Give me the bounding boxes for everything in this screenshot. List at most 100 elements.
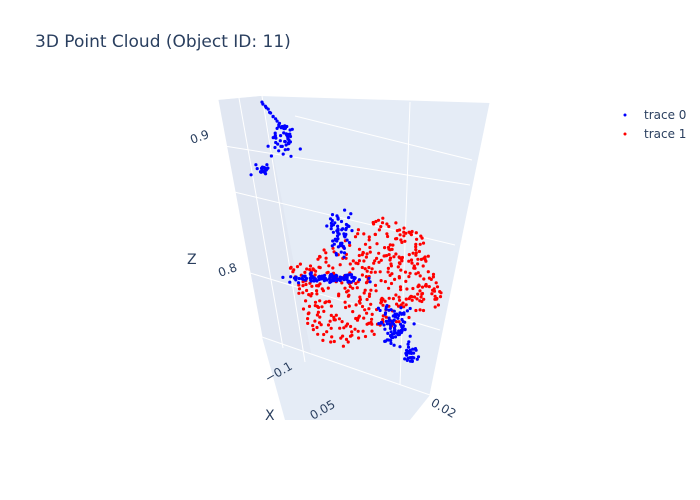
data-point-trace-1 [313, 300, 318, 304]
data-point-trace-0 [400, 317, 404, 322]
data-point-trace-1 [377, 260, 381, 264]
data-point-trace-0 [345, 238, 349, 242]
data-point-trace-1 [403, 239, 407, 243]
data-point-trace-1 [367, 235, 371, 239]
data-point-trace-0 [378, 308, 382, 313]
data-point-trace-1 [393, 277, 397, 281]
data-point-trace-0 [385, 322, 389, 326]
data-point-trace-1 [305, 267, 309, 271]
data-point-trace-1 [402, 234, 406, 238]
data-point-trace-0 [336, 224, 340, 228]
data-point-trace-1 [358, 297, 362, 302]
data-point-trace-1 [386, 234, 390, 239]
data-point-trace-1 [391, 297, 395, 301]
y-tick-0.02: 0.02 [429, 395, 459, 420]
data-point-trace-0 [288, 134, 293, 139]
data-point-trace-1 [318, 266, 322, 270]
data-point-trace-0 [408, 334, 412, 338]
data-point-trace-1 [324, 256, 328, 260]
data-point-trace-1 [311, 324, 315, 328]
data-point-trace-1 [315, 292, 319, 296]
data-point-trace-1 [383, 299, 387, 303]
z-tick-0.8: 0.8 [216, 260, 239, 280]
data-point-trace-1 [429, 277, 433, 281]
data-point-trace-1 [399, 288, 403, 292]
data-point-trace-1 [329, 313, 333, 317]
data-point-trace-1 [341, 344, 345, 348]
data-point-trace-1 [354, 281, 358, 286]
data-point-trace-1 [368, 245, 372, 250]
data-point-trace-1 [356, 329, 360, 333]
x-axis-label: X [265, 408, 275, 424]
data-point-trace-1 [341, 334, 345, 338]
data-point-trace-1 [424, 282, 428, 287]
data-point-trace-1 [313, 319, 317, 323]
legend[interactable]: trace 0 trace 1 [623, 108, 687, 141]
data-point-trace-0 [408, 306, 412, 311]
data-point-trace-1 [322, 248, 326, 252]
data-point-trace-1 [363, 334, 368, 339]
data-point-trace-0 [275, 119, 279, 123]
data-point-trace-1 [321, 289, 325, 293]
data-point-trace-1 [353, 327, 357, 331]
legend-label-trace-0[interactable]: trace 0 [644, 108, 686, 122]
left-wall [218, 96, 320, 400]
data-point-trace-1 [316, 283, 321, 287]
data-point-trace-1 [379, 258, 383, 262]
data-point-trace-1 [397, 295, 401, 299]
data-point-trace-0 [411, 347, 415, 351]
data-point-trace-1 [420, 236, 424, 240]
data-point-trace-1 [322, 332, 326, 337]
data-point-trace-1 [411, 286, 415, 291]
data-point-trace-1 [360, 273, 364, 277]
data-point-trace-1 [351, 267, 355, 271]
data-point-trace-0 [334, 251, 338, 255]
data-point-trace-0 [271, 115, 275, 119]
data-point-trace-1 [394, 252, 398, 256]
data-point-trace-1 [360, 253, 364, 257]
data-point-trace-1 [371, 220, 375, 225]
data-point-trace-1 [327, 264, 331, 268]
data-point-trace-1 [387, 253, 391, 257]
data-point-trace-1 [350, 330, 354, 334]
data-point-trace-1 [383, 280, 387, 284]
data-point-trace-1 [395, 237, 399, 241]
data-point-trace-0 [286, 147, 290, 151]
data-point-trace-1 [398, 233, 402, 237]
data-point-trace-0 [385, 338, 389, 342]
data-point-trace-1 [385, 222, 389, 226]
data-point-trace-0 [282, 131, 286, 135]
legend-label-trace-1[interactable]: trace 1 [644, 127, 686, 141]
data-point-trace-1 [381, 216, 385, 220]
data-point-trace-0 [325, 278, 329, 282]
data-point-trace-1 [365, 322, 369, 326]
data-point-trace-1 [431, 275, 435, 279]
data-point-trace-1 [315, 289, 319, 293]
data-point-trace-0 [353, 276, 357, 280]
data-point-trace-1 [388, 243, 392, 247]
z-tick-0.9: 0.9 [188, 127, 211, 147]
data-point-trace-1 [346, 340, 350, 344]
data-point-trace-1 [373, 232, 377, 236]
data-point-trace-1 [384, 254, 389, 258]
data-point-trace-1 [370, 312, 374, 316]
data-point-trace-0 [387, 319, 391, 323]
data-point-trace-1 [409, 233, 413, 237]
data-point-trace-1 [337, 317, 341, 321]
data-point-trace-0 [402, 312, 406, 316]
data-point-trace-1 [398, 256, 402, 260]
data-point-trace-0 [286, 137, 290, 141]
data-point-trace-1 [337, 292, 341, 296]
data-point-trace-0 [335, 234, 340, 238]
data-point-trace-1 [307, 293, 311, 297]
data-point-trace-1 [419, 295, 423, 299]
data-point-trace-1 [421, 308, 426, 313]
data-point-trace-1 [422, 277, 426, 281]
data-point-trace-1 [324, 260, 328, 264]
data-point-trace-0 [398, 311, 402, 315]
data-point-trace-1 [325, 330, 329, 334]
series-trace-1 [288, 216, 443, 348]
data-point-trace-0 [271, 136, 275, 140]
data-point-trace-1 [321, 338, 325, 342]
